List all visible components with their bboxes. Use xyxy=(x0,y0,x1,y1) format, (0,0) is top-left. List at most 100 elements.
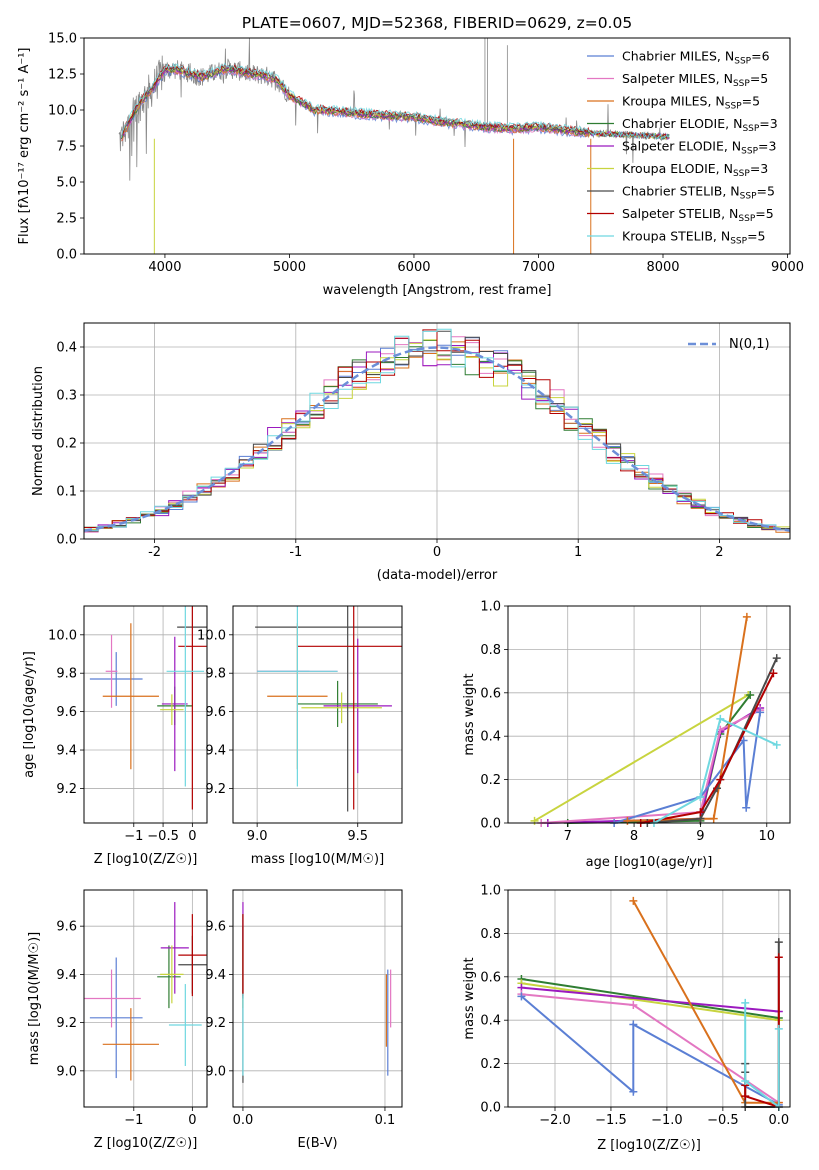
histogram-salpeter_elodie xyxy=(84,337,790,532)
y-axis-label: Normed distribution xyxy=(31,366,46,496)
data-spectrum-line xyxy=(118,38,670,181)
y-tick-label: 0.0 xyxy=(480,1101,501,1116)
legend-label-sub: SSP xyxy=(740,192,757,202)
y-tick-label: 10.0 xyxy=(197,628,226,643)
legend-label-sub: SSP xyxy=(733,169,750,179)
y-tick-label: 0.2 xyxy=(56,437,77,452)
legend-label-main: Salpeter MILES, N xyxy=(622,71,733,86)
y-tick-label: 1.0 xyxy=(480,600,501,615)
x-axis-label: mass [log10(M/M☉)] xyxy=(251,852,384,867)
series-marker-kroupa_stelib xyxy=(741,998,750,1007)
y-tick-label: 9.8 xyxy=(205,667,226,682)
series-marker-kroupa_stelib xyxy=(696,792,705,801)
x-tick-label: 9 xyxy=(696,829,704,844)
series-marker-chabrier_miles xyxy=(742,803,751,812)
legend-label-sub: SSP xyxy=(738,214,755,224)
x-axis-label: age [log10(age/yr)] xyxy=(586,855,713,870)
legend-label-sub: SSP xyxy=(734,57,751,67)
x-tick-label: 1 xyxy=(574,545,582,560)
legend-label-main: Kroupa MILES, N xyxy=(622,94,725,109)
series-line-kroupa_stelib xyxy=(744,1002,780,1110)
y-tick-label: 0.1 xyxy=(56,485,77,500)
axes-frame xyxy=(507,889,791,1108)
x-tick-label: 7 xyxy=(564,829,572,844)
legend-label-main: Salpeter ELODIE, N xyxy=(622,139,741,154)
x-tick-label: −1 xyxy=(124,829,143,844)
chart-title: PLATE=0607, MJD=52368, FIBERID=0629, z=0… xyxy=(242,14,632,32)
legend-label-sub: SSP xyxy=(741,147,758,157)
y-tick-label: 0.4 xyxy=(480,1014,501,1029)
series-line-chabrier_miles xyxy=(613,712,762,824)
series-marker-chabrier_miles xyxy=(517,992,526,1001)
y-tick-label: 0.8 xyxy=(480,927,501,942)
legend-label-sub: SSP xyxy=(725,102,742,112)
y-tick-label: 7.5 xyxy=(56,140,77,155)
histogram-salpeter_stelib xyxy=(84,329,790,530)
series-line-chabrier_stelib xyxy=(647,657,778,824)
series-marker-chabrier_stelib xyxy=(772,654,781,663)
mass_vs_Z-plot xyxy=(84,902,207,1081)
y-tick-label: 10.0 xyxy=(48,104,77,119)
series-line-salpeter_stelib xyxy=(640,672,775,824)
y-tick-label: 2.5 xyxy=(56,212,77,227)
y-tick-label: 9.4 xyxy=(205,968,226,983)
histogram-kroupa_stelib xyxy=(84,328,790,531)
axes-frame xyxy=(232,889,403,1108)
y-tick-label: 0.8 xyxy=(480,643,501,658)
y-tick-label: 15.0 xyxy=(48,32,77,47)
legend-label: Chabrier ELODIE, NSSP=3 xyxy=(622,116,778,134)
legend-label: Salpeter STELIB, NSSP=5 xyxy=(622,206,774,224)
y-tick-label: 0.4 xyxy=(56,341,77,356)
series-marker-chabrier_miles xyxy=(756,708,765,717)
series-marker-salpeter_stelib xyxy=(741,1092,750,1101)
legend-label: N(0,1) xyxy=(729,337,770,352)
legend-label: Chabrier MILES, NSSP=6 xyxy=(622,49,770,67)
y-tick-label: 9.2 xyxy=(205,782,226,797)
legend-label: Kroupa MILES, NSSP=5 xyxy=(622,94,760,112)
series-marker-chabrier_miles xyxy=(629,1020,638,1029)
legend-label: Salpeter ELODIE, NSSP=3 xyxy=(622,139,776,157)
y-tick-label: 0.0 xyxy=(56,248,77,263)
x-axis-label: Z [log10(Z/Z☉)] xyxy=(94,1136,198,1151)
y-tick-label: 9.6 xyxy=(205,920,226,935)
legend-label-tail: =3 xyxy=(758,139,776,154)
x-tick-label: 2 xyxy=(715,545,723,560)
spectrum-plot xyxy=(118,38,670,254)
x-tick-label: 0.0 xyxy=(233,1113,254,1128)
x-tick-label: 9.0 xyxy=(247,829,268,844)
x-axis-label: Z [log10(Z/Z☉)] xyxy=(94,852,198,867)
y-tick-label: 9.2 xyxy=(205,1016,226,1031)
y-tick-label: 9.4 xyxy=(56,968,77,983)
x-tick-label: −2.0 xyxy=(539,1113,571,1128)
age_vs_Z-plot xyxy=(89,606,207,810)
legend-label-tail: =5 xyxy=(755,206,773,221)
x-tick-label: 9.5 xyxy=(347,829,368,844)
y-axis-label: age [log10(age/yr)] xyxy=(22,651,37,778)
x-tick-label: 8 xyxy=(630,829,638,844)
mass_vs_ebv-plot xyxy=(242,902,392,1083)
residuals-plot xyxy=(84,328,790,533)
series-marker-salpeter_stelib xyxy=(774,953,783,962)
y-tick-label: 0.0 xyxy=(480,817,501,832)
model-spectrum-chabrier_stelib xyxy=(120,64,670,140)
series-marker-kroupa_miles xyxy=(709,814,718,823)
y-tick-label: 9.2 xyxy=(56,782,77,797)
y-tick-label: 10.0 xyxy=(48,628,77,643)
grid-layer xyxy=(84,323,790,1108)
data-layer xyxy=(84,38,790,1111)
y-tick-label: 0.6 xyxy=(480,970,501,985)
series-marker-kroupa_stelib xyxy=(741,1076,750,1085)
y-tick-label: 0.6 xyxy=(480,686,501,701)
legend-label-sub: SSP xyxy=(730,237,747,247)
x-tick-label: −0.5 xyxy=(147,829,179,844)
x-axis-label: wavelength [Angstrom, rest frame] xyxy=(323,283,552,298)
series-marker-chabrier_miles xyxy=(629,1087,638,1096)
x-tick-label: 0 xyxy=(188,829,196,844)
x-tick-label: −1.0 xyxy=(651,1113,683,1128)
age_vs_mass-plot xyxy=(255,606,402,812)
legend-label-tail: =5 xyxy=(742,94,760,109)
series-line-salpeter_miles xyxy=(541,709,761,824)
series-line-chabrier_stelib xyxy=(744,942,780,1108)
x-tick-label: 10 xyxy=(759,829,776,844)
